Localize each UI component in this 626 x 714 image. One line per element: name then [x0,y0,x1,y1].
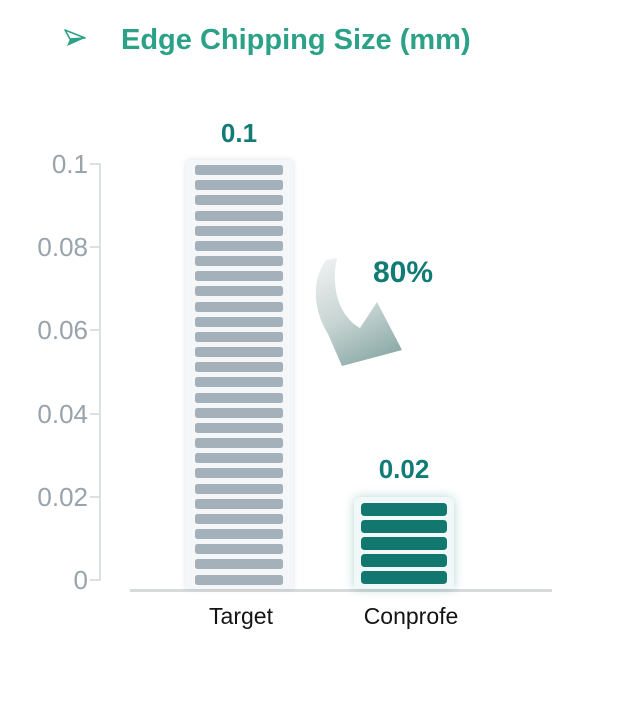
bar-stripe [195,165,283,175]
y-tick-label: 0.06 [37,315,88,346]
conprofe-bar [354,497,454,589]
conprofe-value-label: 0.02 [378,454,430,484]
y-tick-label: 0.02 [37,481,88,512]
y-tick-label: 0.08 [37,232,88,263]
bar-stripe [195,256,283,267]
bar-stripe [195,574,283,585]
y-tick-mark [90,412,99,415]
bar-stripe [195,498,283,509]
bar-stripe [195,180,283,191]
y-tick-mark [90,579,99,581]
bar-stripe [195,195,283,206]
bar-stripe [195,529,283,540]
y-tick-label: 0 [73,565,88,595]
target-value-label: 0.1 [220,118,258,148]
conprofe-bar-stripes [361,503,447,584]
bar-stripe [195,316,283,327]
target-bar [186,160,293,589]
bar-stripe [195,225,283,236]
bar-stripe [195,331,283,342]
y-tick-mark [90,329,99,332]
bar-stripe [195,347,283,358]
arrowhead-bullet-icon [64,29,86,46]
bar-stripe [195,544,283,555]
y-tick-label: 0.1 [51,149,88,179]
bar-stripe [195,286,283,297]
bar-stripe [195,377,283,388]
target-bar-stripes [195,165,283,585]
bar-stripe [195,362,283,373]
bar-stripe [195,271,283,282]
bar-stripe [361,571,447,584]
page-title: Edge Chipping Size (mm) [121,24,471,56]
reduction-percent-label: 80% [372,256,434,289]
bar-stripe [195,483,283,494]
bar-stripe [361,554,447,567]
bar-stripe [195,301,283,312]
y-tick-label: 0.04 [37,398,88,429]
bar-stripe [195,392,283,403]
bar-stripe [195,210,283,221]
bar-stripe [361,503,447,516]
bar-stripe [195,559,283,570]
title-row: Edge Chipping Size (mm) [0,0,626,70]
bar-stripe [195,240,283,251]
bar-stripe [361,537,447,550]
y-tick-mark [90,246,99,249]
bar-stripe [195,407,283,418]
bar-stripe [195,513,283,524]
target-category-label: Target [209,603,273,629]
bar-stripe [195,438,283,449]
x-axis-line [130,589,552,592]
bar-stripe [195,453,283,464]
curved-down-arrow-icon [315,258,402,366]
y-axis-line [99,163,101,581]
y-tick-mark [90,495,99,498]
bar-stripe [361,520,447,533]
bar-stripe [195,468,283,479]
y-tick-mark [90,163,99,165]
bar-stripe [195,422,283,433]
conprofe-category-label: Conprofe [363,603,459,629]
